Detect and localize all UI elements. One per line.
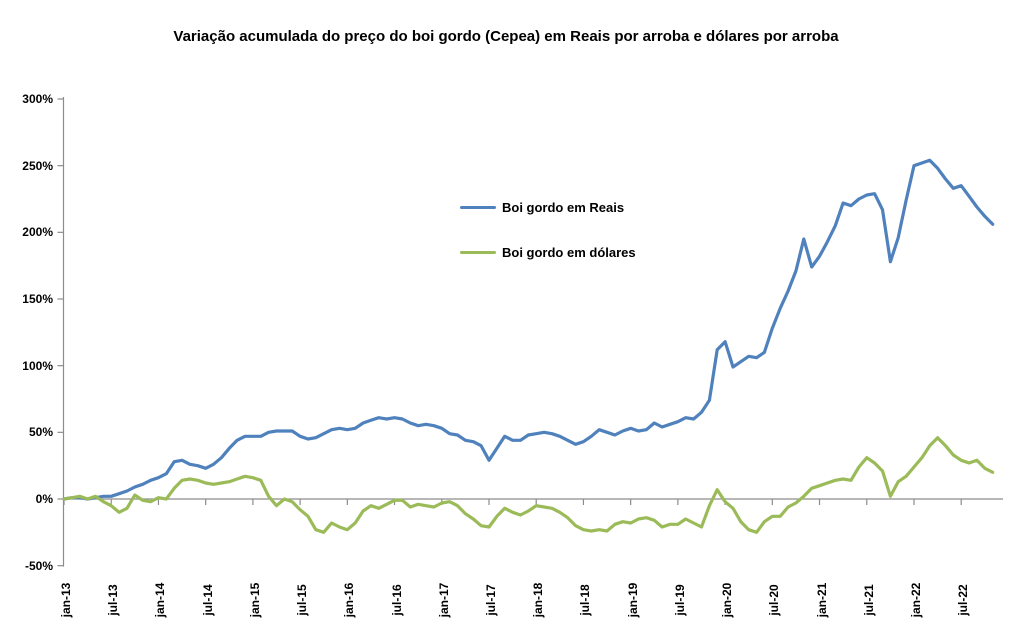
y-tick-label: 300% xyxy=(22,92,53,106)
y-tick-label: 200% xyxy=(22,225,53,240)
x-tick-label: jan-18 xyxy=(531,582,546,618)
legend-label-dolares: Boi gordo em dólares xyxy=(502,244,636,260)
x-tick-label: jan-13 xyxy=(59,582,73,618)
y-tick-label: 50% xyxy=(28,425,53,440)
x-tick-label: jan-16 xyxy=(342,582,357,618)
x-tick-label: jul-15 xyxy=(295,584,310,616)
y-tick-label: -50% xyxy=(24,558,53,573)
y-tick-label: 250% xyxy=(22,158,53,173)
legend: Boi gordo em Reais Boi gordo em dólares xyxy=(460,198,636,288)
series-line-dolares xyxy=(62,436,995,534)
legend-item-dolares: Boi gordo em dólares xyxy=(460,243,636,261)
x-tick-label: jul-13 xyxy=(106,584,121,616)
legend-line-dolares-icon xyxy=(460,250,496,254)
x-tick-label: jan-14 xyxy=(153,582,168,618)
x-tick-label: jul-21 xyxy=(861,584,876,616)
x-tick-label: jan-17 xyxy=(436,582,451,618)
chart-title: Variação acumulada do preço do boi gordo… xyxy=(173,28,839,45)
x-tick-label: jan-19 xyxy=(625,582,640,618)
x-tick-label: jan-21 xyxy=(814,582,829,618)
x-tick-label: jul-18 xyxy=(578,584,593,616)
y-tick-label: 0% xyxy=(35,492,53,506)
series-line-reais xyxy=(62,158,995,501)
y-tick-label: 100% xyxy=(22,358,53,373)
x-tick-label: jul-14 xyxy=(200,584,215,616)
x-tick-label: jul-17 xyxy=(483,584,498,616)
x-tick-label: jan-22 xyxy=(908,582,923,618)
y-tick-label: 150% xyxy=(22,292,53,306)
x-tick-label: jul-16 xyxy=(389,584,404,616)
x-tick-label: jan-15 xyxy=(247,582,262,618)
legend-label-reais: Boi gordo em Reais xyxy=(502,199,625,215)
legend-line-reais-icon xyxy=(460,205,496,209)
x-tick-label: jan-20 xyxy=(720,582,735,618)
legend-item-reais: Boi gordo em Reais xyxy=(460,198,636,216)
x-tick-label: jul-20 xyxy=(767,584,782,616)
x-tick-label: jul-19 xyxy=(672,584,687,616)
x-tick-label: jul-22 xyxy=(956,584,971,616)
